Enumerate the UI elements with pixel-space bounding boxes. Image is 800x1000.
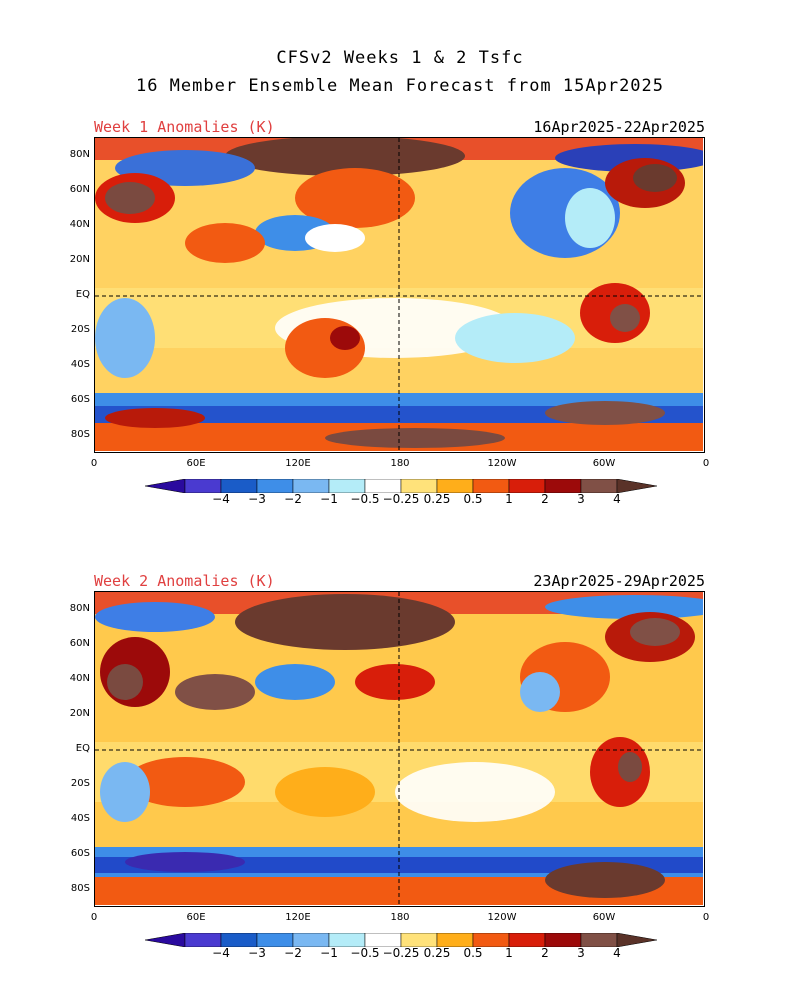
colorbar-swatch — [580, 478, 618, 494]
panel2-lat-label: 60N — [69, 638, 90, 649]
colorbar-tick-label: 4 — [613, 946, 621, 960]
colorbar-tick-label: 2 — [541, 946, 549, 960]
colorbar-swatch — [400, 478, 438, 494]
panel2-lat-label: 40N — [69, 673, 90, 684]
colorbar-arrow-low — [144, 478, 186, 494]
colorbar-arrow-high — [616, 478, 658, 494]
colorbar-tick-label: −1 — [320, 946, 338, 960]
colorbar-tick-label: 4 — [613, 492, 621, 506]
colorbar-swatch — [472, 478, 510, 494]
panel1-lat-label: 40N — [69, 219, 90, 230]
colorbar-swatch — [364, 932, 402, 948]
colorbar-tick-label: −0.25 — [382, 946, 420, 960]
colorbar-swatch — [472, 932, 510, 948]
panel2-title: Week 2 Anomalies (K) — [94, 572, 275, 590]
colorbar-swatch — [256, 478, 294, 494]
colorbar-swatch — [508, 478, 546, 494]
panel1-dates: 16Apr2025-22Apr2025 — [533, 118, 705, 136]
panel1-lon-label: 120W — [487, 458, 517, 469]
colorbar-tick-label: 3 — [577, 492, 585, 506]
panel2-lon-label: 60E — [186, 912, 206, 923]
colorbar-tick-label: 3 — [577, 946, 585, 960]
panel1-lon-label: 0 — [702, 458, 710, 469]
colorbar-tick-label: 0.5 — [463, 946, 483, 960]
colorbar-tick-label: −0.5 — [350, 946, 380, 960]
colorbar-swatch — [508, 932, 546, 948]
colorbar-tick-label: −4 — [212, 492, 230, 506]
panel2-lon-label: 0 — [90, 912, 98, 923]
colorbar-arrow-high — [616, 932, 658, 948]
colorbar-swatch — [256, 932, 294, 948]
panel1-lat-label: 40S — [70, 359, 90, 370]
colorbar-tick-label: 0.5 — [463, 492, 483, 506]
panel2-lon-label: 120E — [285, 912, 311, 923]
panel2-lon-label: 180 — [390, 912, 410, 923]
panel1-colorbar-svg — [144, 478, 658, 494]
figure-title-line2: 16 Member Ensemble Mean Forecast from 15… — [135, 76, 665, 96]
panel1-lat-label: 20N — [69, 254, 90, 265]
panel2-lat-label: 40S — [70, 813, 90, 824]
panel2-lat-label: 20N — [69, 708, 90, 719]
panel1-colorbar — [144, 478, 658, 494]
colorbar-swatch — [328, 478, 366, 494]
colorbar-tick-label: −4 — [212, 946, 230, 960]
panel1-title: Week 1 Anomalies (K) — [94, 118, 275, 136]
panel2-lat-label: EQ — [75, 743, 90, 754]
colorbar-arrow-low — [144, 932, 186, 948]
panel1-lat-label: 80N — [69, 149, 90, 160]
colorbar-tick-label: 0.25 — [423, 946, 451, 960]
colorbar-tick-label: 1 — [505, 492, 513, 506]
panel2-dates: 23Apr2025-29Apr2025 — [533, 572, 705, 590]
panel1-lon-label: 180 — [390, 458, 410, 469]
colorbar-swatch — [184, 478, 222, 494]
colorbar-swatch — [364, 478, 402, 494]
panel2-lat-label: 80S — [70, 883, 90, 894]
colorbar-tick-label: 2 — [541, 492, 549, 506]
panel2-lon-label: 60W — [592, 912, 616, 923]
colorbar-tick-label: −3 — [248, 492, 266, 506]
panel1-lat-label: 60S — [70, 394, 90, 405]
figure-title-line1: CFSv2 Weeks 1 & 2 Tsfc — [276, 48, 524, 68]
colorbar-swatch — [400, 932, 438, 948]
panel1-map — [94, 137, 705, 453]
panel2-lon-label: 0 — [702, 912, 710, 923]
panel2-colorbar — [144, 932, 658, 948]
colorbar-tick-label: −0.25 — [382, 492, 420, 506]
panel1-lon-label: 60E — [186, 458, 206, 469]
colorbar-swatch — [292, 932, 330, 948]
panel2-lat-label: 60S — [70, 848, 90, 859]
panel1-lon-label: 0 — [90, 458, 98, 469]
colorbar-swatch — [544, 478, 582, 494]
colorbar-tick-label: −3 — [248, 946, 266, 960]
colorbar-swatch — [292, 478, 330, 494]
colorbar-swatch — [580, 932, 618, 948]
colorbar-swatch — [220, 478, 258, 494]
colorbar-tick-label: 1 — [505, 946, 513, 960]
panel1-map-canvas — [95, 138, 703, 451]
panel2-lon-label: 120W — [487, 912, 517, 923]
panel2-lat-label: 20S — [70, 778, 90, 789]
colorbar-swatch — [436, 478, 474, 494]
colorbar-tick-label: −2 — [284, 946, 302, 960]
panel2-lat-label: 80N — [69, 603, 90, 614]
panel2-map — [94, 591, 705, 907]
panel1-lat-label: 80S — [70, 429, 90, 440]
colorbar-swatch — [184, 932, 222, 948]
panel1-lat-label: 60N — [69, 184, 90, 195]
panel2-map-canvas — [95, 592, 703, 905]
colorbar-tick-label: −2 — [284, 492, 302, 506]
panel1-lat-label: EQ — [75, 289, 90, 300]
panel1-lon-label: 60W — [592, 458, 616, 469]
colorbar-tick-label: −1 — [320, 492, 338, 506]
colorbar-swatch — [544, 932, 582, 948]
panel2-colorbar-svg — [144, 932, 658, 948]
panel1-lon-label: 120E — [285, 458, 311, 469]
panel1-lat-label: 20S — [70, 324, 90, 335]
colorbar-swatch — [436, 932, 474, 948]
colorbar-swatch — [328, 932, 366, 948]
colorbar-swatch — [220, 932, 258, 948]
colorbar-tick-label: −0.5 — [350, 492, 380, 506]
colorbar-tick-label: 0.25 — [423, 492, 451, 506]
